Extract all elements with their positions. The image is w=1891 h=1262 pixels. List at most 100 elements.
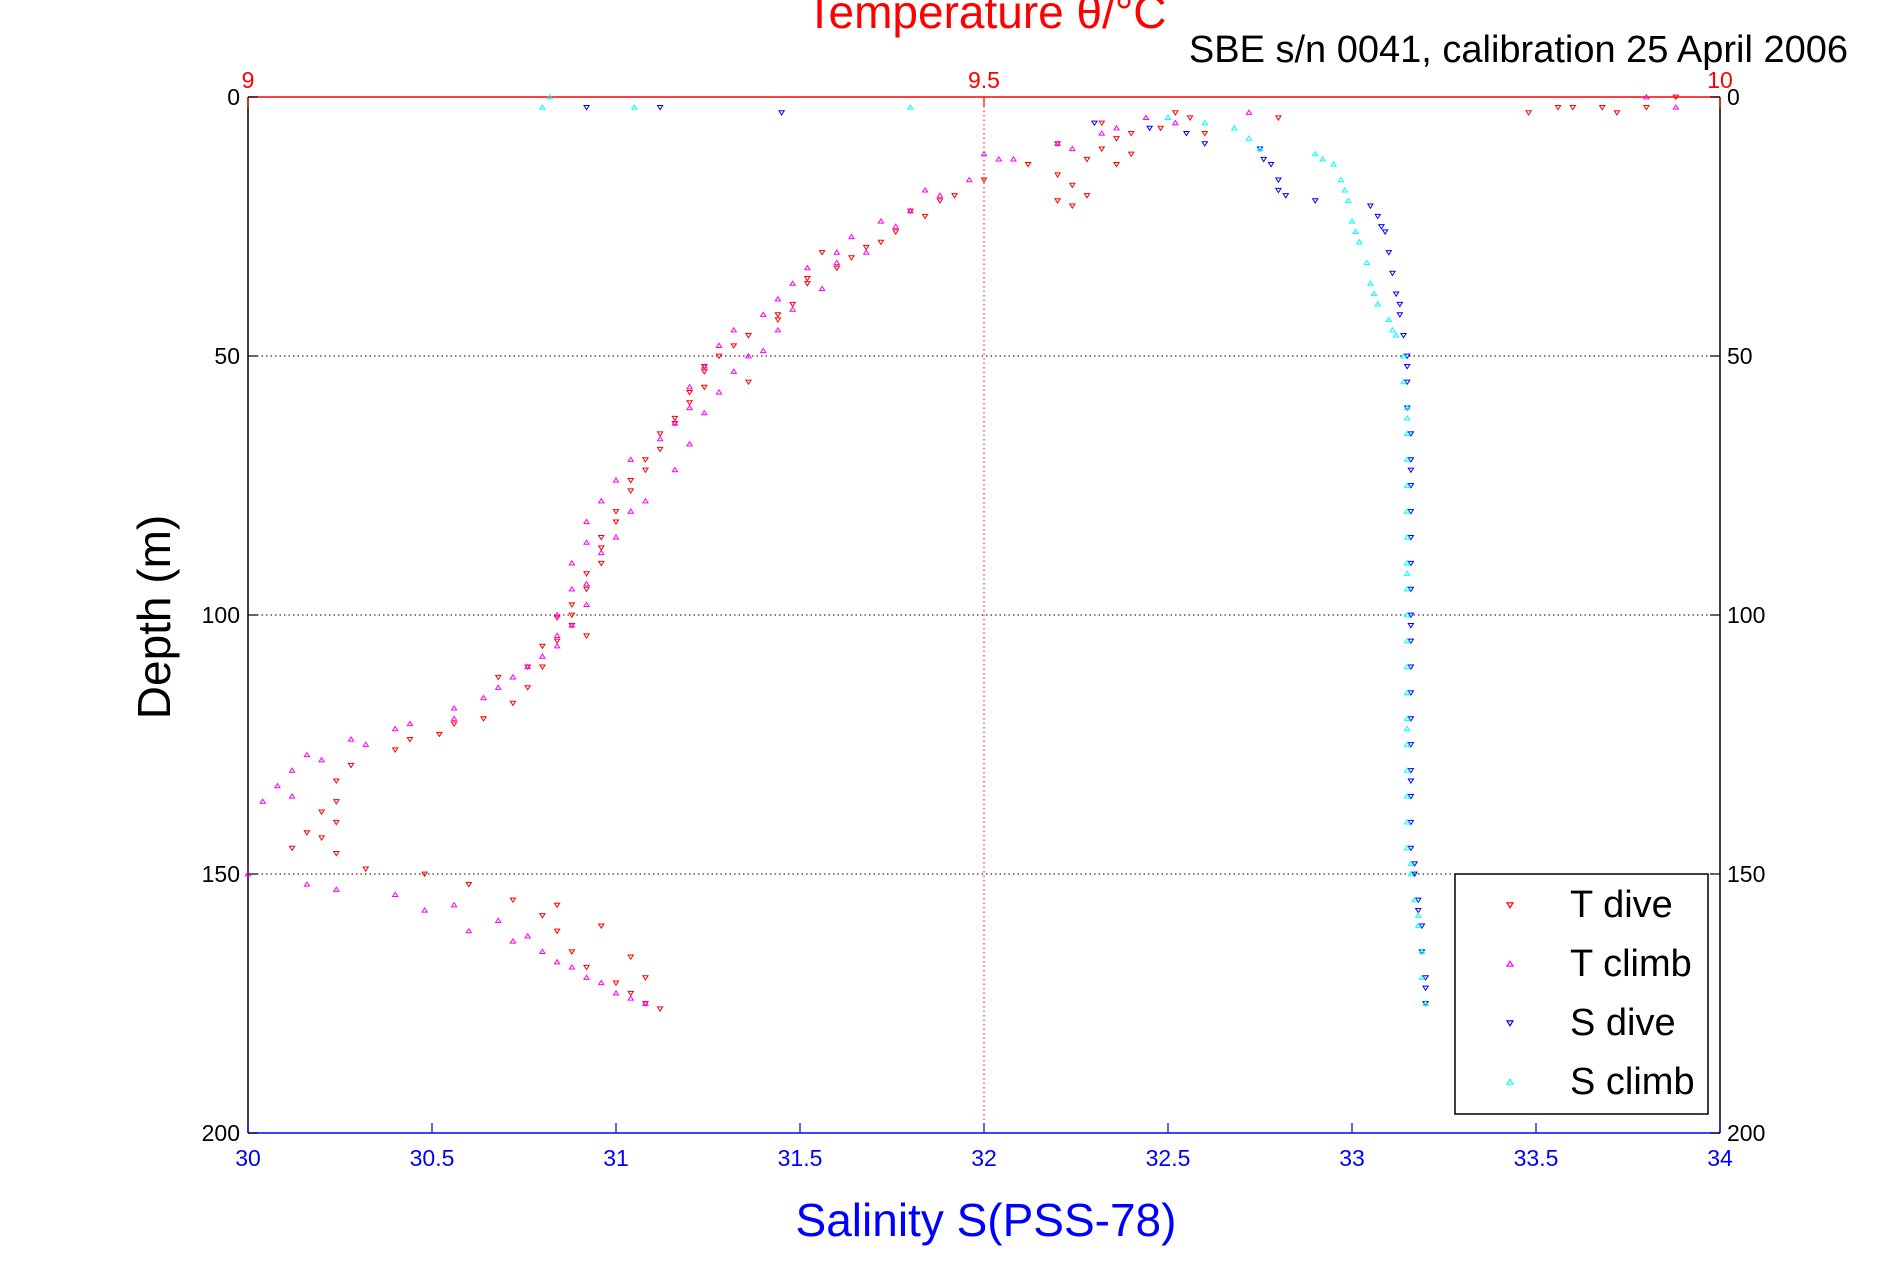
data-point [686,389,694,396]
data-point [1613,110,1621,116]
data-point [583,539,591,545]
data-point [1407,690,1415,696]
data-point [612,980,620,987]
data-point [391,747,399,753]
data-point [612,989,620,996]
data-point [494,684,502,690]
data-point [1388,326,1396,333]
data-point [715,342,723,348]
data-point [1407,716,1415,722]
data-point [641,457,649,463]
data-point [921,213,929,220]
data-point [597,549,605,556]
data-point [641,975,649,981]
data-point [641,467,649,474]
legend-label: S dive [1570,1002,1676,1044]
data-point [906,207,914,214]
data-point [332,799,340,805]
data-point [1009,155,1017,162]
data-point [774,295,782,302]
data-point [494,674,502,681]
data-point [1422,985,1430,992]
salinity-tick-label: 32.5 [1146,1145,1191,1171]
data-point [1245,135,1253,141]
data-point [671,420,679,426]
data-point [583,964,591,971]
data-point [1392,331,1400,338]
data-point [627,478,635,484]
legend-marker [1505,960,1515,967]
data-point [1407,778,1415,785]
data-point [1400,352,1408,359]
data-point [288,793,296,799]
data-point [1403,844,1411,851]
legend-label: T climb [1570,943,1692,985]
legend-marker [1505,902,1515,909]
data-point [1068,182,1076,189]
data-point [1171,110,1179,116]
data-point [1403,430,1411,437]
data-point [1422,975,1430,981]
data-point [656,1006,664,1012]
data-point [509,938,517,944]
data-point [288,767,296,773]
data-point [921,186,929,193]
data-point [1403,767,1411,773]
data-point [553,638,561,645]
legend-box [1454,873,1709,1115]
data-point [1400,332,1408,339]
data-point [480,694,488,701]
data-point [583,601,591,607]
data-point [627,456,635,462]
data-point [1407,623,1415,629]
data-point [1201,141,1209,147]
data-point [421,871,429,878]
data-point [1411,896,1419,903]
data-point [259,798,267,804]
data-point [1414,897,1422,904]
data-point [509,897,517,904]
data-point [1311,150,1319,157]
data-point [597,923,605,930]
data-point [465,882,473,888]
data-point [421,906,429,913]
calibration-note: SBE s/n 0041, calibration 25 April 2006 [1189,29,1848,71]
temperature-ticks: 9 9.5 10 [242,67,1733,107]
salinity-tick-label: 30.5 [410,1145,455,1171]
data-point [303,830,311,836]
depth-ticks: 0 0 50 50 100 100 150 150 200 200 [202,84,1766,1146]
data-point [700,384,708,391]
data-point [1186,115,1194,122]
data-point [1157,125,1165,132]
data-point [1392,291,1400,298]
data-point [391,891,399,898]
data-point [774,317,782,324]
data-point [318,756,326,763]
data-point [1642,105,1650,111]
data-point [1407,664,1415,671]
data-point [892,223,900,229]
data-point [715,388,723,395]
data-point [362,866,370,873]
data-point [583,518,591,525]
data-point [568,612,576,619]
data-point [568,559,576,566]
data-point [995,155,1003,162]
data-point [553,958,561,965]
data-point [671,415,679,422]
depth-tick-label-left: 150 [202,861,240,887]
data-point [1407,586,1415,593]
data-point [1525,110,1533,116]
data-point [1411,861,1419,867]
data-point [1403,570,1411,576]
data-point [641,497,649,504]
data-point [1311,198,1319,204]
data-point [1403,482,1411,488]
data-point [1403,404,1411,411]
temperature-tick-label: 10 [1707,67,1733,93]
salinity-tick-label: 30 [235,1145,261,1171]
data-point [1407,870,1415,877]
data-point [1260,156,1268,163]
data-point [1256,145,1264,152]
data-point [1407,860,1415,866]
